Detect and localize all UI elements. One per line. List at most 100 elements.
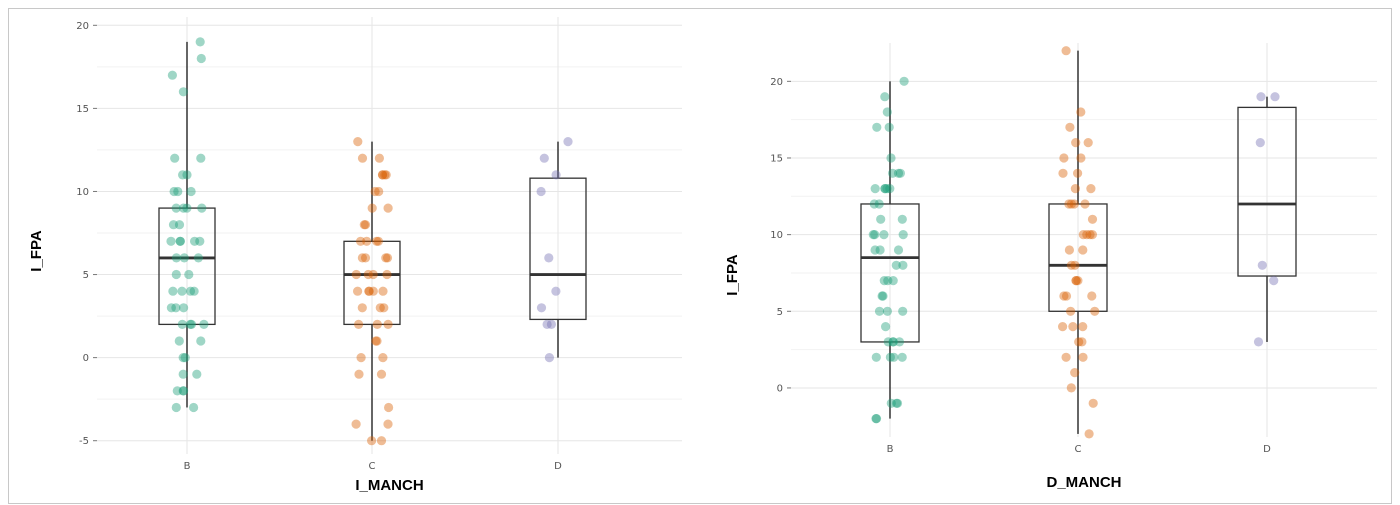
- points-C: [1058, 46, 1100, 439]
- data-point: [1061, 46, 1071, 56]
- data-point: [882, 184, 892, 194]
- data-point: [551, 170, 561, 180]
- data-point: [1061, 352, 1071, 362]
- y-tick-label: 5: [83, 270, 89, 281]
- data-point: [367, 203, 377, 213]
- data-point: [384, 402, 394, 413]
- data-point: [879, 276, 889, 286]
- data-point: [877, 291, 887, 301]
- data-point: [1076, 153, 1086, 163]
- data-point: [168, 286, 178, 296]
- box-iqr: [343, 240, 401, 326]
- data-point: [1059, 153, 1069, 163]
- data-point: [353, 137, 363, 147]
- data-point: [178, 386, 188, 396]
- data-point: [190, 236, 200, 246]
- data-point: [383, 319, 393, 329]
- data-point: [170, 153, 180, 163]
- data-point: [1078, 230, 1088, 240]
- y-tick-label: 0: [777, 383, 783, 394]
- data-point: [1088, 398, 1098, 408]
- data-point: [1064, 199, 1074, 209]
- data-point: [185, 319, 195, 329]
- data-point: [175, 236, 185, 246]
- data-point: [171, 269, 181, 280]
- y-tick-label: 20: [76, 21, 89, 32]
- data-point: [551, 286, 561, 296]
- data-point: [177, 286, 187, 296]
- data-point: [373, 236, 383, 246]
- data-point: [885, 352, 895, 362]
- data-point: [880, 184, 890, 194]
- data-point: [1066, 199, 1076, 209]
- box-iqr: [1048, 203, 1108, 312]
- box-D: [1237, 96, 1297, 342]
- data-point: [880, 184, 890, 194]
- data-point: [883, 276, 893, 286]
- data-point: [1059, 291, 1069, 301]
- data-point: [870, 230, 880, 240]
- data-point: [383, 203, 393, 213]
- x-tick-label: B: [184, 461, 191, 472]
- y-tick-label: 15: [770, 153, 783, 164]
- data-point: [1058, 168, 1068, 178]
- data-point: [178, 87, 188, 97]
- data-point: [891, 260, 901, 270]
- y-axis-title: I_FPA: [28, 230, 45, 272]
- data-point: [356, 236, 366, 246]
- data-point: [368, 286, 378, 296]
- data-point: [1064, 245, 1074, 255]
- data-point: [197, 203, 207, 213]
- data-point: [178, 203, 189, 213]
- data-point: [166, 303, 176, 313]
- data-point: [536, 186, 546, 197]
- data-point: [186, 186, 196, 197]
- data-point: [1087, 214, 1098, 224]
- data-point: [1257, 260, 1267, 270]
- data-point: [374, 153, 384, 163]
- x-tick-label: D: [554, 461, 562, 472]
- chart-d-manch: 0 5 10 15 20 B C D D_MANCH I_FPA: [724, 43, 1377, 491]
- data-point: [1066, 306, 1076, 316]
- box-D: [529, 141, 587, 358]
- data-point: [1066, 260, 1076, 270]
- chart-i-manch: -5 0 5 10 15 20 B C D I_MANCH I_FPA: [28, 17, 682, 494]
- data-point: [1070, 260, 1080, 270]
- data-point: [351, 269, 361, 280]
- data-point: [870, 184, 880, 194]
- data-point: [563, 137, 573, 147]
- data-point: [380, 170, 390, 180]
- box-iqr: [860, 203, 920, 343]
- data-point: [196, 336, 206, 346]
- data-point: [1269, 276, 1279, 286]
- y-tick-label: 10: [770, 230, 783, 241]
- data-point: [177, 319, 187, 329]
- data-point: [542, 319, 552, 329]
- data-point: [876, 214, 886, 224]
- data-point: [356, 353, 366, 363]
- data-point: [1070, 184, 1080, 194]
- data-point: [378, 353, 388, 363]
- x-axis-title: I_MANCH: [355, 477, 423, 494]
- data-point: [173, 186, 183, 197]
- data-point: [1084, 429, 1094, 439]
- data-point: [182, 203, 192, 213]
- data-point: [879, 230, 889, 240]
- data-point: [539, 153, 549, 163]
- gridlines: [791, 43, 1377, 437]
- data-point: [195, 236, 205, 246]
- data-point: [171, 253, 181, 263]
- figure-frame: -5 0 5 10 15 20 B C D I_MANCH I_FPA 0 5 10 15 20 B C D D_M…: [8, 8, 1392, 504]
- data-point: [381, 253, 391, 263]
- data-point: [166, 236, 176, 246]
- data-point: [196, 53, 206, 64]
- data-point: [889, 352, 899, 362]
- data-point: [199, 319, 209, 329]
- data-point: [370, 186, 380, 197]
- data-point: [357, 303, 367, 313]
- data-point: [884, 122, 894, 132]
- points-B: [166, 37, 209, 413]
- data-point: [171, 402, 181, 413]
- data-point: [544, 353, 555, 363]
- data-point: [179, 253, 189, 263]
